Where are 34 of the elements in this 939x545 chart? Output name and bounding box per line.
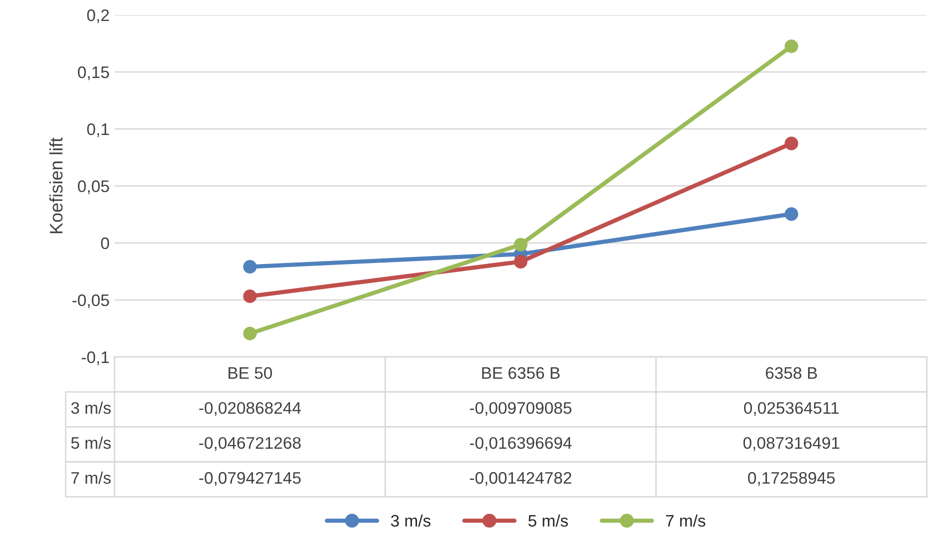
y-tick-label: 0,2 <box>87 9 109 24</box>
point <box>243 260 257 274</box>
point <box>784 136 798 150</box>
point <box>243 289 257 304</box>
legend-label: 5 m/s <box>528 514 568 527</box>
data-label: -0,016396694 <box>470 437 572 451</box>
legend-label: 3 m/s <box>390 514 430 527</box>
data-label: -0,020868244 <box>199 402 301 416</box>
data-label: -0,046721268 <box>199 437 301 451</box>
y-tick-label: -0,1 <box>82 351 109 366</box>
y-tick-label: 0,05 <box>78 180 109 194</box>
point <box>784 207 798 221</box>
y-tick-label: -0,05 <box>72 294 109 308</box>
y-tick-label: 0 <box>101 237 110 250</box>
y-tick-label: 0,15 <box>78 66 109 80</box>
text: 7 m/s <box>71 472 111 484</box>
data-label: -0,009709085 <box>470 402 572 416</box>
x-tick-label: BE 50 <box>228 367 272 379</box>
y-axis-title: Koefisien lift <box>49 137 63 234</box>
data-label: 0,087316491 <box>743 437 840 451</box>
legend-label: 7 m/s <box>666 514 706 527</box>
point <box>514 238 528 252</box>
x-tick-label: BE 6356 B <box>482 367 560 379</box>
data-label: 0,025364511 <box>744 402 839 416</box>
data-label: -0,079427145 <box>199 472 301 486</box>
data-label: 0,17258945 <box>748 472 835 486</box>
text: 5 m/s <box>71 436 111 449</box>
point <box>514 254 528 268</box>
x-tick-label: 6358 B <box>766 367 817 379</box>
point <box>243 326 257 340</box>
data-label: -0,001424782 <box>470 472 572 486</box>
text: 3 m/s <box>71 402 111 414</box>
point <box>784 39 798 54</box>
y-tick-label: 0,1 <box>87 123 109 138</box>
